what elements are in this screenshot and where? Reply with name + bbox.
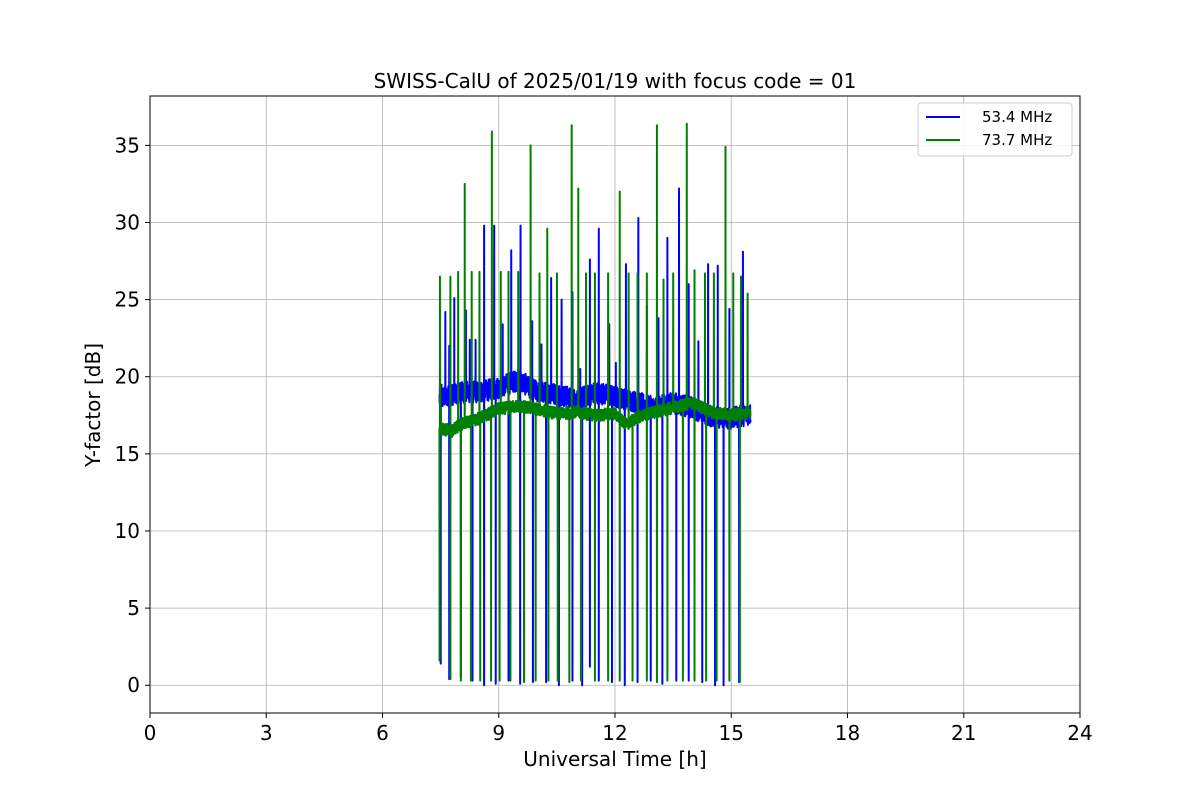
x-tick-label: 18 — [835, 721, 860, 745]
y-tick-label: 15 — [115, 442, 140, 466]
legend-label-53-4: 53.4 MHz — [982, 108, 1052, 126]
y-tick-label: 0 — [127, 673, 140, 697]
axis-ticks: 0 3 6 9 12 15 18 21 24 0 5 10 15 20 25 30 35 — [115, 133, 1093, 745]
x-tick-label: 9 — [492, 721, 505, 745]
y-tick-label: 35 — [115, 133, 140, 157]
series-line-53-4-mhz — [438, 187, 752, 687]
y-tick-label: 5 — [127, 596, 140, 620]
x-tick-label: 3 — [260, 721, 273, 745]
x-tick-label: 12 — [602, 721, 627, 745]
x-tick-label: 6 — [376, 721, 389, 745]
chart-title: SWISS-CalU of 2025/01/19 with focus code… — [374, 69, 857, 93]
y-axis-label: Y-factor [dB] — [81, 343, 105, 468]
y-tick-label: 10 — [115, 519, 140, 543]
x-axis-label: Universal Time [h] — [523, 747, 706, 771]
x-tick-label: 24 — [1067, 721, 1092, 745]
y-tick-label: 20 — [115, 365, 140, 389]
y-tick-label: 25 — [115, 288, 140, 312]
y-tick-label: 30 — [115, 210, 140, 234]
legend-label-73-7: 73.7 MHz — [982, 131, 1052, 149]
series-line-73-7-mhz — [438, 122, 752, 684]
x-tick-label: 0 — [144, 721, 157, 745]
plot-area — [438, 122, 752, 687]
series-layer — [438, 122, 752, 687]
x-tick-label: 21 — [951, 721, 976, 745]
x-tick-label: 15 — [719, 721, 744, 745]
legend: 53.4 MHz 73.7 MHz — [917, 102, 1073, 157]
